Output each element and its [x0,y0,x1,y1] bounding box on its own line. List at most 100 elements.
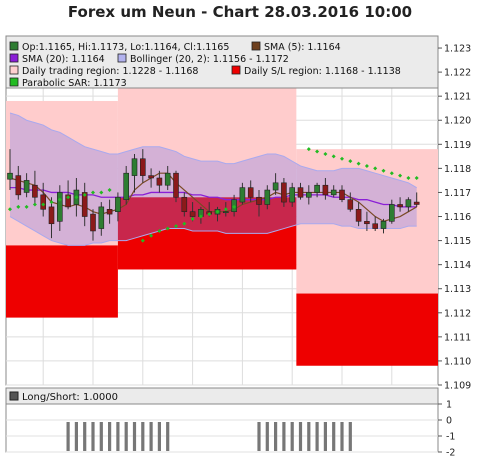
legend: Op:1.1165, Hi:1.1173, Lo:1.1164, Cl:1.11… [9,41,401,89]
sar-dot [398,173,403,178]
sar-dot [356,161,361,166]
sl-region [296,293,438,366]
sar-dot [16,204,21,209]
candle-body [23,180,30,193]
long-short-bar [132,422,137,451]
long-short-bar [290,422,294,451]
candle-body [164,172,171,186]
candle-body [173,172,179,198]
long-short-bar [108,422,112,451]
sar-dot [232,204,237,209]
candle-body [413,201,420,205]
sar-dot [215,209,220,214]
sub-panel: Long/Short: 1.0000 1 0 -1 -2 [5,387,455,457]
candle-body [81,192,88,217]
candle-body [397,204,403,208]
y-tick-label: 1.117 [444,188,471,199]
legend-swatch [9,41,19,51]
legend-label: Parabolic SAR: 1.1173 [22,78,127,89]
sar-dot [414,176,419,181]
long-short-bar [166,422,170,451]
candle-body [189,211,196,217]
legend-label: Op:1.1165, Hi:1.1173, Lo:1.1164, Cl:1.11… [22,42,229,53]
long-short-bar [265,422,269,451]
sar-dot [364,163,369,168]
candle-body [297,187,304,198]
bollinger-lower [9,216,417,246]
legend-label: Bollinger (20, 2): 1.1156 - 1.1172 [130,54,289,65]
sar-dot [157,228,162,233]
y-tick-label: 1.122 [444,68,471,79]
sar-dot [381,168,386,173]
sar-dot [223,207,228,212]
legend-swatch [9,77,19,87]
long-short-bar [298,422,303,451]
sar-dot [140,238,145,243]
candle-body [264,189,271,205]
legend-swatch [251,41,261,51]
legend-label: Daily trading region: 1.1228 - 1.1168 [22,66,198,77]
y-tick-label: 1.116 [444,212,471,223]
sar-dot [165,226,170,231]
candle-body [347,199,354,210]
sub-y-axis: 1 0 -1 -2 [438,400,455,457]
sar-dot [340,156,344,161]
y-tick-label: 1.115 [444,236,471,247]
y-tick-label: 1.111 [444,332,471,343]
candle-body [131,158,138,176]
candle-body [115,196,121,213]
sub-legend-swatch [9,391,19,401]
candle-body [181,196,188,213]
long-short-bar [74,422,78,451]
candle-body [305,192,312,198]
candle-body [106,208,113,215]
sma5-line [9,172,418,222]
sar-dot [49,200,54,205]
y-tick-label: 1.119 [444,140,471,151]
sar-dot [32,202,37,207]
sar-dot [207,212,212,217]
sub-legend-box [5,387,439,405]
legend-swatch [117,53,127,63]
sub-y-tick-label: -1 [446,432,455,443]
sar-dot [406,176,411,181]
sub-bars [66,422,352,451]
sar-dot [149,233,154,238]
sar-dot [8,207,12,212]
sub-legend-label: Long/Short: 1.0000 [22,392,118,403]
candle-body [223,211,229,214]
sar-dot [323,151,328,156]
candle-body [322,184,329,196]
candle-body [239,187,246,203]
sar-dot [389,171,394,176]
long-short-bar [116,422,120,451]
sub-y-tick-label: -2 [446,448,455,457]
candle-body [156,177,163,186]
sar-dot [174,224,178,229]
candle-body [40,194,47,210]
candle-body [289,187,296,203]
candle-body [48,206,55,225]
sar-dot [41,202,46,207]
candle-body [364,221,370,225]
legend-swatch [9,53,19,63]
y-tick-label: 1.114 [444,260,471,271]
sar-dot [182,221,187,226]
candle-body [65,194,71,208]
sar-dot [315,149,320,154]
candle-body [32,184,38,198]
sar-dot [348,159,353,164]
long-short-bar [348,422,352,451]
long-short-bar [323,422,327,451]
legend-box [5,35,439,89]
long-short-bar [315,422,319,451]
long-short-bar [66,422,70,451]
legend-label: SMA (20): 1.1164 [22,54,105,65]
sar-dot [24,204,29,209]
long-short-bar [124,422,128,451]
sar-dot [306,147,311,152]
candle-body [140,158,146,176]
y-tick-label: 1.112 [444,308,471,319]
candle-body [15,175,22,196]
